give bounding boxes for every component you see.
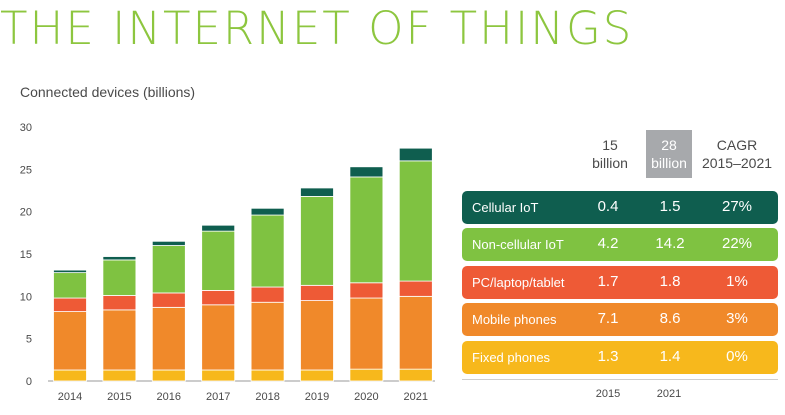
header-2015-value: 15 — [602, 137, 618, 153]
row-value-cagr: 0% — [726, 348, 748, 365]
row-label: Mobile phones — [472, 312, 557, 327]
row-value-2021: 1.4 — [659, 348, 681, 365]
bar-segment-fixed-phones-2016 — [151, 369, 186, 382]
bar-segment-mobile-phones-2021 — [398, 295, 433, 370]
header-2021-value: 28 — [661, 137, 677, 153]
row-value-2015: 1.3 — [597, 348, 619, 365]
footer-year-2021: 2021 — [656, 388, 682, 400]
bar-segment-cellular-iot-2018 — [250, 207, 285, 216]
bar-segment-fixed-phones-2017 — [201, 369, 236, 382]
y-tick-label: 15 — [20, 249, 32, 261]
bar-segment-fixed-phones-2020 — [349, 368, 384, 382]
row-value-2021: 14.2 — [655, 235, 685, 252]
x-tick-label: 2016 — [157, 391, 181, 403]
y-tick-label: 20 — [20, 207, 32, 219]
bar-segment-cellular-iot-2017 — [201, 224, 236, 232]
row-value-cagr: 22% — [721, 235, 753, 252]
page-title: THE INTERNET OF THINGS — [0, 2, 634, 55]
stacked-bar-chart: 0 5 10 15 20 25 30 2014 2015 2016 2017 2018 2019 2020… — [20, 122, 435, 403]
bar-segment-non-cellular-iot-2015 — [102, 259, 137, 296]
bar-segment-pc-laptop-tablet-2017 — [201, 290, 236, 306]
bar-segment-mobile-phones-2017 — [201, 304, 236, 371]
y-tick-label: 0 — [26, 376, 32, 388]
row-value-2015: 4.2 — [597, 235, 619, 252]
bar-segment-non-cellular-iot-2018 — [250, 214, 285, 288]
row-value-2015: 1.7 — [597, 273, 619, 290]
bar-segment-pc-laptop-tablet-2016 — [151, 292, 186, 308]
y-tick-label: 25 — [20, 164, 32, 176]
bar-segment-mobile-phones-2018 — [250, 301, 285, 371]
bar-segment-fixed-phones-2014 — [53, 369, 87, 382]
bar-segment-mobile-phones-2019 — [300, 300, 334, 371]
bar-segment-cellular-iot-2021 — [398, 147, 433, 162]
bar-segment-pc-laptop-tablet-2015 — [102, 295, 137, 311]
row-label: PC/laptop/tablet — [472, 275, 565, 290]
y-tick-label: 10 — [20, 291, 32, 303]
chart-subtitle: Connected devices (billions) — [20, 84, 196, 100]
bar-segment-non-cellular-iot-2017 — [201, 230, 236, 291]
row-label: Fixed phones — [472, 350, 551, 365]
x-tick-label: 2019 — [305, 391, 329, 403]
header-2015-unit: billion — [592, 155, 628, 171]
x-tick-label: 2021 — [404, 391, 428, 403]
bar-segment-non-cellular-iot-2016 — [151, 245, 186, 294]
bar-segment-pc-laptop-tablet-2019 — [300, 284, 334, 301]
bar-segment-cellular-iot-2020 — [349, 166, 384, 178]
x-tick-label: 2017 — [206, 391, 230, 403]
table-row-cellular-iot: Cellular IoT 0.4 1.5 27% — [462, 191, 778, 224]
x-tick-label: 2018 — [255, 391, 279, 403]
bar-segment-fixed-phones-2015 — [102, 369, 137, 382]
footer-year-2015: 2015 — [595, 388, 621, 400]
row-value-2021: 1.5 — [659, 198, 681, 215]
bar-segment-mobile-phones-2015 — [102, 309, 137, 371]
x-tick-label: 2015 — [107, 391, 131, 403]
row-value-2015: 0.4 — [597, 198, 619, 215]
bar-segment-cellular-iot-2016 — [151, 240, 186, 246]
header-cagr: CAGR 2015–2021 — [700, 136, 774, 172]
table-bottom-divider — [462, 379, 778, 380]
table-row-fixed-phones: Fixed phones 1.3 1.4 0% — [462, 341, 778, 374]
row-value-cagr: 3% — [726, 310, 748, 327]
bar-segment-cellular-iot-2014 — [53, 269, 87, 274]
bar-segment-fixed-phones-2018 — [250, 369, 285, 382]
bar-segment-non-cellular-iot-2014 — [53, 272, 87, 299]
header-cagr-period: 2015–2021 — [701, 155, 773, 171]
bar-segment-mobile-phones-2016 — [151, 306, 186, 371]
bar-segment-mobile-phones-2020 — [349, 297, 384, 370]
bar-segment-fixed-phones-2021 — [398, 368, 433, 382]
table-row-non-cellular-iot: Non-cellular IoT 4.2 14.2 22% — [462, 228, 778, 261]
bar-segment-cellular-iot-2015 — [102, 256, 137, 261]
bar-segment-pc-laptop-tablet-2018 — [250, 286, 285, 303]
row-value-2021: 8.6 — [659, 310, 681, 327]
table-row-mobile-phones: Mobile phones 7.1 8.6 3% — [462, 303, 778, 336]
x-tick-label: 2014 — [58, 391, 82, 403]
bar-segment-fixed-phones-2019 — [300, 369, 334, 382]
table-row-pc-laptop-tablet: PC/laptop/tablet 1.7 1.8 1% — [462, 266, 778, 299]
header-cagr-title: CAGR — [716, 137, 758, 153]
row-value-cagr: 27% — [721, 198, 753, 215]
bar-segment-cellular-iot-2019 — [300, 187, 334, 197]
row-value-cagr: 1% — [726, 273, 748, 290]
bar-segment-pc-laptop-tablet-2021 — [398, 280, 433, 297]
row-label: Cellular IoT — [472, 200, 539, 215]
header-2021: 28 billion — [646, 130, 692, 178]
bar-segment-non-cellular-iot-2021 — [398, 160, 433, 282]
x-tick-label: 2020 — [354, 391, 378, 403]
bar-segment-pc-laptop-tablet-2014 — [53, 297, 87, 312]
row-value-2015: 7.1 — [597, 310, 619, 327]
bar-segment-non-cellular-iot-2020 — [349, 176, 384, 284]
y-tick-label: 30 — [20, 122, 32, 134]
header-2021-unit: billion — [651, 155, 687, 171]
header-2015: 15 billion — [582, 136, 638, 172]
row-label: Non-cellular IoT — [472, 237, 564, 252]
bar-segment-pc-laptop-tablet-2020 — [349, 282, 384, 299]
bar-segment-non-cellular-iot-2019 — [300, 196, 334, 286]
bar-segment-mobile-phones-2014 — [53, 311, 87, 371]
y-tick-label: 5 — [26, 334, 32, 346]
row-value-2021: 1.8 — [659, 273, 681, 290]
